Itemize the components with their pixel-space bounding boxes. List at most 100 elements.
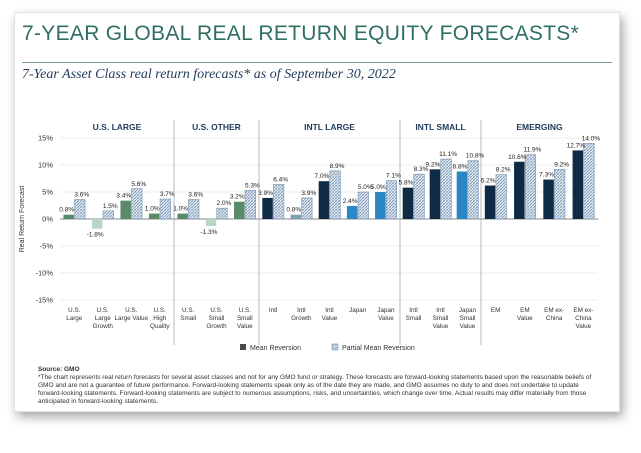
footnote: *The chart represents real return foreca… xyxy=(38,374,592,405)
bar-mean-reversion xyxy=(177,213,188,219)
value-label-mean: 2.4% xyxy=(343,198,358,205)
x-tick-label: U.S. xyxy=(68,307,80,314)
y-tick-label: -10% xyxy=(35,269,53,278)
x-tick-label: Value xyxy=(460,323,476,330)
x-tick-label: U.S. xyxy=(154,307,166,314)
x-tick-label: U.S. xyxy=(239,307,251,314)
y-axis-label: Real Return Forecast xyxy=(19,186,26,253)
legend: Mean Reversion Partial Mean Reversion xyxy=(240,343,415,352)
bar-mean-reversion xyxy=(63,214,74,219)
bar-mean-reversion xyxy=(402,187,414,219)
value-label-partial: 3.7% xyxy=(160,191,175,198)
page-title: 7-YEAR GLOBAL REAL RETURN EQUITY FORECAS… xyxy=(22,22,580,45)
bar-partial-mean-reversion xyxy=(467,160,479,220)
bar-mean-reversion xyxy=(262,197,273,219)
value-label-mean: 1.0% xyxy=(173,206,188,213)
x-tick-label: Small xyxy=(237,315,253,322)
source-note: Source: GMO xyxy=(38,366,80,373)
x-tick-label: Small xyxy=(460,315,476,322)
x-tick-label: Intl xyxy=(436,307,444,314)
bar-partial-mean-reversion xyxy=(74,199,86,220)
x-tick-label: Growth xyxy=(206,323,227,330)
y-axis: 15% 10% 5% 0% -5% -10% -15% Real Return Forecas… xyxy=(19,134,53,305)
value-label-partial: 3.9% xyxy=(301,190,316,197)
value-label-partial: 9.2% xyxy=(554,161,569,168)
bar-mean-reversion xyxy=(456,171,468,219)
x-tick-label: Intl xyxy=(297,307,305,314)
bar-mean-reversion xyxy=(120,200,131,219)
x-tick-label: Intl xyxy=(325,307,333,314)
x-tick-label: Small xyxy=(433,315,449,322)
legend-swatch-partial xyxy=(331,343,339,351)
y-tick-label: 5% xyxy=(42,188,53,197)
value-label-partial: 5.6% xyxy=(131,181,146,188)
bar-partial-mean-reversion xyxy=(583,143,595,220)
value-label-partial: 3.6% xyxy=(188,192,203,199)
x-tick-label: EM xyxy=(520,307,529,314)
value-label-partial: 5.3% xyxy=(245,182,260,189)
y-tick-label: -5% xyxy=(40,242,54,251)
bar-partial-mean-reversion xyxy=(554,169,566,220)
x-tick-label: EM ex- xyxy=(573,307,593,314)
value-label-partial: 7.1% xyxy=(386,173,401,180)
value-label-mean: 9.2% xyxy=(426,161,441,168)
group-header: INTL SMALL xyxy=(415,122,465,132)
x-tick-label: Japan xyxy=(349,307,367,314)
bar-mean-reversion xyxy=(148,213,160,219)
x-tick-label: Large xyxy=(66,315,83,322)
bar-partial-mean-reversion xyxy=(329,170,341,220)
bar-partial-mean-reversion xyxy=(495,174,507,220)
bar-partial-mean-reversion xyxy=(357,191,369,220)
value-label-partial: 10.8% xyxy=(466,153,485,160)
x-tick-label: Small xyxy=(406,315,422,322)
bars xyxy=(63,143,595,229)
x-tick-label: Value xyxy=(322,315,338,322)
bar-mean-reversion xyxy=(572,150,584,219)
x-tick-label: Growth xyxy=(291,315,312,322)
x-tick-label: Growth xyxy=(93,323,114,330)
bar-partial-mean-reversion xyxy=(188,199,200,220)
group-separators xyxy=(173,120,482,345)
x-tick-label: U.S. xyxy=(97,307,109,314)
bar-partial-mean-reversion xyxy=(273,184,285,220)
x-tick-label: EM xyxy=(491,307,500,314)
bar-partial-mean-reversion xyxy=(301,197,313,220)
value-label-partial: 5.0% xyxy=(358,184,373,191)
value-label-mean: 5.8% xyxy=(399,180,414,187)
x-tick-label: Japan xyxy=(459,307,477,314)
x-tick-label: Small xyxy=(209,315,225,322)
group-header: INTL LARGE xyxy=(304,122,355,132)
x-tick-label: Japan xyxy=(377,307,395,314)
value-label-mean: -1.3% xyxy=(200,229,217,236)
y-tick-label: 10% xyxy=(38,161,53,170)
group-header: EMERGING xyxy=(516,122,563,132)
value-label-mean: 3.2% xyxy=(230,194,245,201)
value-label-mean: 1.0% xyxy=(145,206,160,213)
x-tick-label: Value xyxy=(433,323,449,330)
group-headers: U.S. LARGE U.S. OTHER INTL LARGE INTL SMALL… xyxy=(93,122,563,132)
legend-label-mean: Mean Reversion xyxy=(250,345,301,352)
x-tick-label: U.S. xyxy=(182,307,194,314)
bar-partial-mean-reversion xyxy=(413,173,425,220)
value-label-partial: 3.6% xyxy=(74,192,89,199)
value-label-mean: 7.0% xyxy=(315,173,330,180)
bar-mean-reversion xyxy=(429,169,441,219)
x-tick-label: China xyxy=(575,315,592,322)
value-label-partial: 6.4% xyxy=(273,176,288,183)
bar-partial-mean-reversion xyxy=(440,158,452,220)
bar-mean-reversion xyxy=(205,219,217,227)
bar-mean-reversion xyxy=(375,192,386,219)
bar-mean-reversion xyxy=(234,201,245,219)
x-tick-label: Quality xyxy=(150,323,170,330)
value-label-mean: 6.2% xyxy=(481,178,496,185)
group-header: U.S. LARGE xyxy=(93,122,142,132)
x-tick-label: Intl xyxy=(409,307,417,314)
x-tick-label: Large xyxy=(95,315,112,322)
y-tick-label: -15% xyxy=(35,296,53,305)
value-labels: 0.8%3.6%-1.8%1.5%3.4%5.6%1.0%3.7%1.0%3.6… xyxy=(59,135,600,238)
bar-partial-mean-reversion xyxy=(524,154,536,220)
value-label-mean: 10.6% xyxy=(508,154,527,161)
value-label-mean: 0.8% xyxy=(286,207,301,214)
value-label-partial: 11.9% xyxy=(523,147,541,154)
